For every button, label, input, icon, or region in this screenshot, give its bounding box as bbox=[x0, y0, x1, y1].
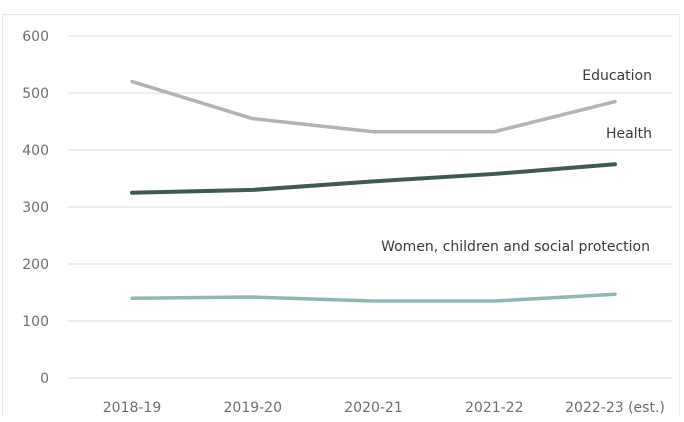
x-tick-label: 2022-23 (est.) bbox=[565, 400, 665, 416]
x-axis-ticks: 2018-19 2019-20 2020-21 2021-22 2022-23 (est… bbox=[103, 400, 665, 416]
y-tick-label: 300 bbox=[22, 200, 49, 216]
y-tick-label: 400 bbox=[22, 143, 49, 159]
x-tick-label: 2021-22 bbox=[465, 400, 524, 416]
series-label: Women, children and social protection bbox=[381, 239, 650, 255]
y-tick-label: 0 bbox=[40, 371, 49, 387]
y-axis-ticks: 0 100 200 300 400 500 600 bbox=[22, 29, 49, 387]
series-layer bbox=[130, 79, 617, 303]
x-tick-label: 2018-19 bbox=[103, 400, 162, 416]
y-tick-label: 100 bbox=[22, 314, 49, 330]
series-labels: Education Health Women, children and socia… bbox=[381, 68, 652, 255]
series-label: Education bbox=[582, 68, 652, 84]
y-tick-label: 200 bbox=[22, 257, 49, 273]
y-tick-label: 500 bbox=[22, 86, 49, 102]
x-tick-label: 2020-21 bbox=[344, 400, 403, 416]
grid-layer bbox=[68, 35, 672, 379]
series-line-health bbox=[130, 162, 617, 195]
series-label: Health bbox=[606, 126, 652, 142]
series-line-women-children-and-social-protection bbox=[130, 292, 617, 303]
series-line-education bbox=[130, 79, 617, 134]
x-tick-label: 2019-20 bbox=[224, 400, 283, 416]
y-tick-label: 600 bbox=[22, 29, 49, 45]
